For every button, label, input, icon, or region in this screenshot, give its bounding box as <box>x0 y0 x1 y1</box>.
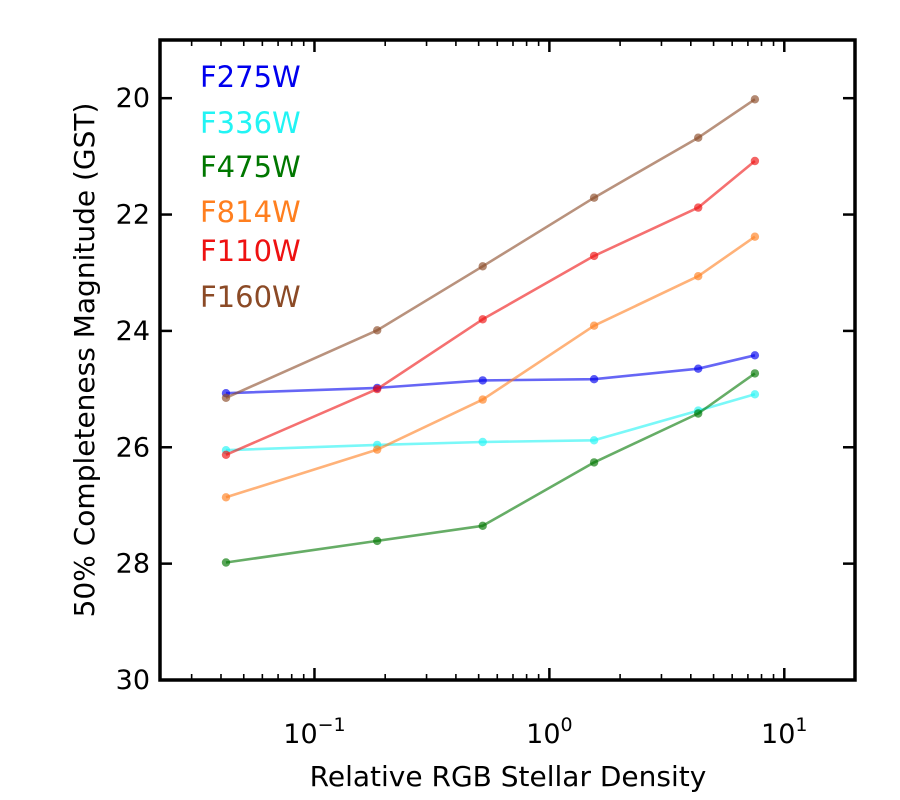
series-f814w <box>221 232 760 502</box>
plot-frame <box>158 38 857 682</box>
legend-entry-f110w: F110W <box>200 234 301 268</box>
data-point-f814w-5 <box>750 232 760 241</box>
data-point-f275w-5 <box>750 351 760 360</box>
data-point-f160w-3 <box>589 193 599 202</box>
series-f160w <box>221 95 760 402</box>
data-point-f110w-3 <box>589 251 599 261</box>
legend-entry-f275w: F275W <box>200 60 301 94</box>
data-point-f160w-2 <box>478 262 487 271</box>
x-tick-label: 10−1 <box>283 714 345 750</box>
data-point-f475w-3 <box>589 458 599 467</box>
series-line-f475w <box>225 372 756 564</box>
data-point-f110w-0 <box>221 450 231 459</box>
series-line-f275w <box>225 354 756 395</box>
legend-entry-f814w: F814W <box>200 195 301 229</box>
data-point-f814w-3 <box>589 321 599 330</box>
data-point-f336w-2 <box>478 437 487 447</box>
data-point-f814w-2 <box>478 395 487 404</box>
data-point-f160w-4 <box>694 133 703 142</box>
series-f275w <box>221 351 760 398</box>
data-point-f475w-4 <box>694 409 703 418</box>
legend: F275W F336W F475W F814W F110W F160W <box>200 60 301 314</box>
data-point-f110w-4 <box>694 203 703 212</box>
data-point-f160w-5 <box>750 95 760 104</box>
y-axis-label: 50% Completeness Magnitude (GST) <box>68 103 101 618</box>
data-point-f814w-4 <box>694 272 703 281</box>
series-line-f110w <box>225 159 756 456</box>
data-point-f336w-5 <box>750 390 760 399</box>
y-tick-label: 24 <box>116 316 150 347</box>
series-f110w <box>221 156 760 459</box>
y-tick-label: 30 <box>116 665 150 696</box>
data-point-f275w-2 <box>478 376 487 385</box>
series-line-f160w <box>225 98 756 399</box>
legend-entry-f336w: F336W <box>200 106 301 140</box>
x-tick-label: 101 <box>761 714 807 750</box>
series-f475w <box>221 369 760 567</box>
legend-entry-f160w: F160W <box>200 280 301 314</box>
data-point-f110w-1 <box>373 384 382 394</box>
y-tick-label: 28 <box>116 549 150 580</box>
y-tick-label: 20 <box>116 83 150 114</box>
data-point-f110w-5 <box>750 156 760 166</box>
x-axis-label: Relative RGB Stellar Density <box>310 760 707 793</box>
data-point-f110w-2 <box>478 315 487 324</box>
data-point-f475w-1 <box>373 536 382 546</box>
data-point-f160w-0 <box>221 393 231 402</box>
data-point-f275w-3 <box>589 375 599 384</box>
legend-entry-f475w: F475W <box>200 150 301 184</box>
y-tick-label: 22 <box>116 200 150 231</box>
series-layer <box>221 95 760 567</box>
series-line-f336w <box>225 393 756 452</box>
x-tick-label: 100 <box>526 714 572 750</box>
data-point-f336w-3 <box>589 436 599 445</box>
series-line-f814w <box>225 235 756 499</box>
y-tick-label: 26 <box>116 432 150 463</box>
data-point-f275w-4 <box>694 364 703 373</box>
data-point-f160w-1 <box>373 326 382 335</box>
data-point-f475w-0 <box>221 558 231 567</box>
data-point-f814w-1 <box>373 445 382 454</box>
data-point-f475w-5 <box>750 369 760 378</box>
major-ticks: 20 22 24 26 28 30 10−1 100 101 <box>116 40 855 750</box>
data-point-f814w-0 <box>221 493 231 502</box>
data-point-f475w-2 <box>478 521 487 530</box>
